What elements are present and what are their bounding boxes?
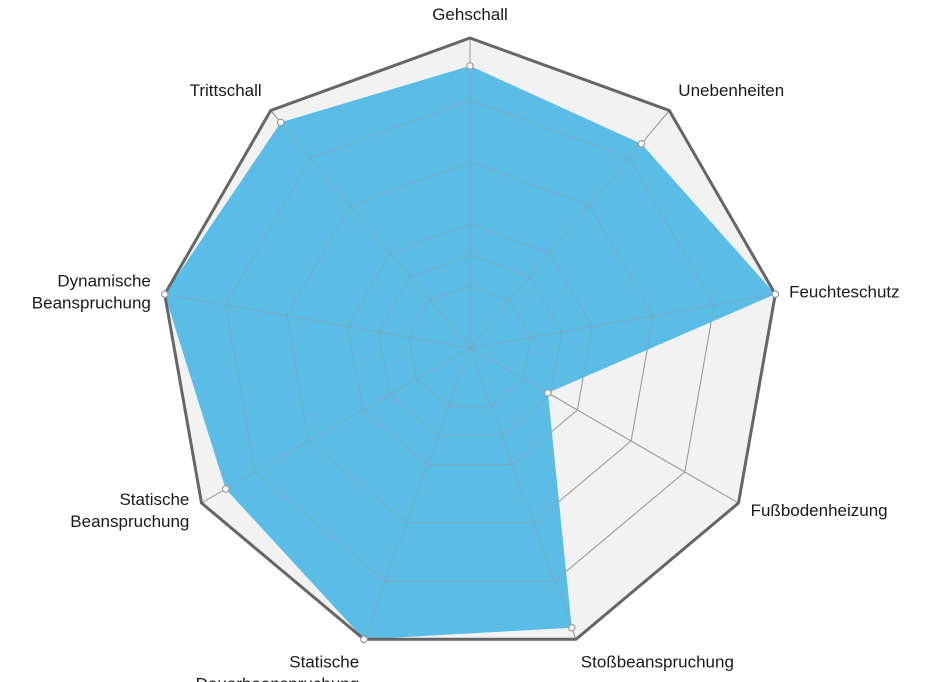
axis-label-line: Stoßbeanspruchung (581, 653, 734, 672)
axis-label-line: Trittschall (190, 81, 262, 100)
axis-label-5: Statische Dauerbeanspruchung (196, 653, 360, 682)
radar-grid-overlay (164, 38, 776, 640)
axis-label-line: Beanspruchung (70, 512, 189, 531)
axis-label-3: Fußbodenheizung (751, 501, 888, 520)
radar-outer-border (163, 36, 777, 641)
grid-overlay-ring-1 (377, 254, 563, 436)
grid-overlay-spoke-6 (201, 347, 471, 504)
grid-overlay-spoke-8 (270, 110, 471, 349)
grid-overlay-ring-3 (286, 161, 654, 524)
grid-overlay-ring-4 (225, 99, 715, 582)
radar-markers (160, 62, 780, 644)
grid-overlay-ring-2 (347, 223, 593, 465)
axis-label-line: Statische (289, 653, 359, 672)
axis-label-6: Statische Beanspruchung (70, 490, 189, 531)
axis-label-line: Feuchteschutz (789, 283, 900, 302)
grid-overlay-spoke-4 (469, 347, 577, 640)
axis-label-line: Statische (119, 490, 189, 509)
axis-label-1: Unebenheiten (678, 81, 784, 100)
data-point-2 (771, 290, 780, 299)
axis-label-line: Dauerbeanspruchung (196, 675, 360, 682)
axis-label-0: Gehschall (432, 5, 508, 24)
axis-label-line: Beanspruchung (32, 294, 151, 313)
radar-axis-labels: Gehschall Unebenheiten Feuchteschutz Fußbod… (32, 5, 900, 682)
axis-label-2: Feuchteschutz (789, 283, 900, 302)
axis-label-4: Stoßbeanspruchung (581, 653, 734, 672)
grid-overlay-spoke-7 (164, 293, 471, 349)
grid-overlay-spoke-5 (363, 347, 471, 640)
data-point-1 (637, 140, 646, 148)
data-point-6 (221, 485, 230, 493)
axis-label-line: Fußbodenheizung (751, 501, 888, 520)
radar-series (164, 65, 776, 640)
data-point-7 (160, 290, 169, 299)
grid-overlay-ring-0 (408, 285, 532, 407)
grid-overlay-spoke-3 (469, 347, 739, 504)
data-point-0 (466, 62, 474, 70)
axis-label-8: Trittschall (190, 81, 262, 100)
axis-label-line: Unebenheiten (678, 81, 784, 100)
grid-overlay-spoke-2 (469, 293, 776, 349)
axis-label-7: Dynamische Beanspruchung (32, 272, 151, 313)
axis-label-line: Gehschall (432, 5, 508, 24)
data-point-5 (360, 635, 368, 644)
data-point-3 (544, 389, 552, 397)
grid-overlay-spoke-1 (469, 110, 670, 349)
data-point-4 (567, 623, 576, 632)
outer-border (163, 36, 777, 641)
series-area (164, 65, 776, 640)
axis-label-line: Dynamische (57, 272, 151, 291)
data-point-8 (276, 118, 285, 127)
